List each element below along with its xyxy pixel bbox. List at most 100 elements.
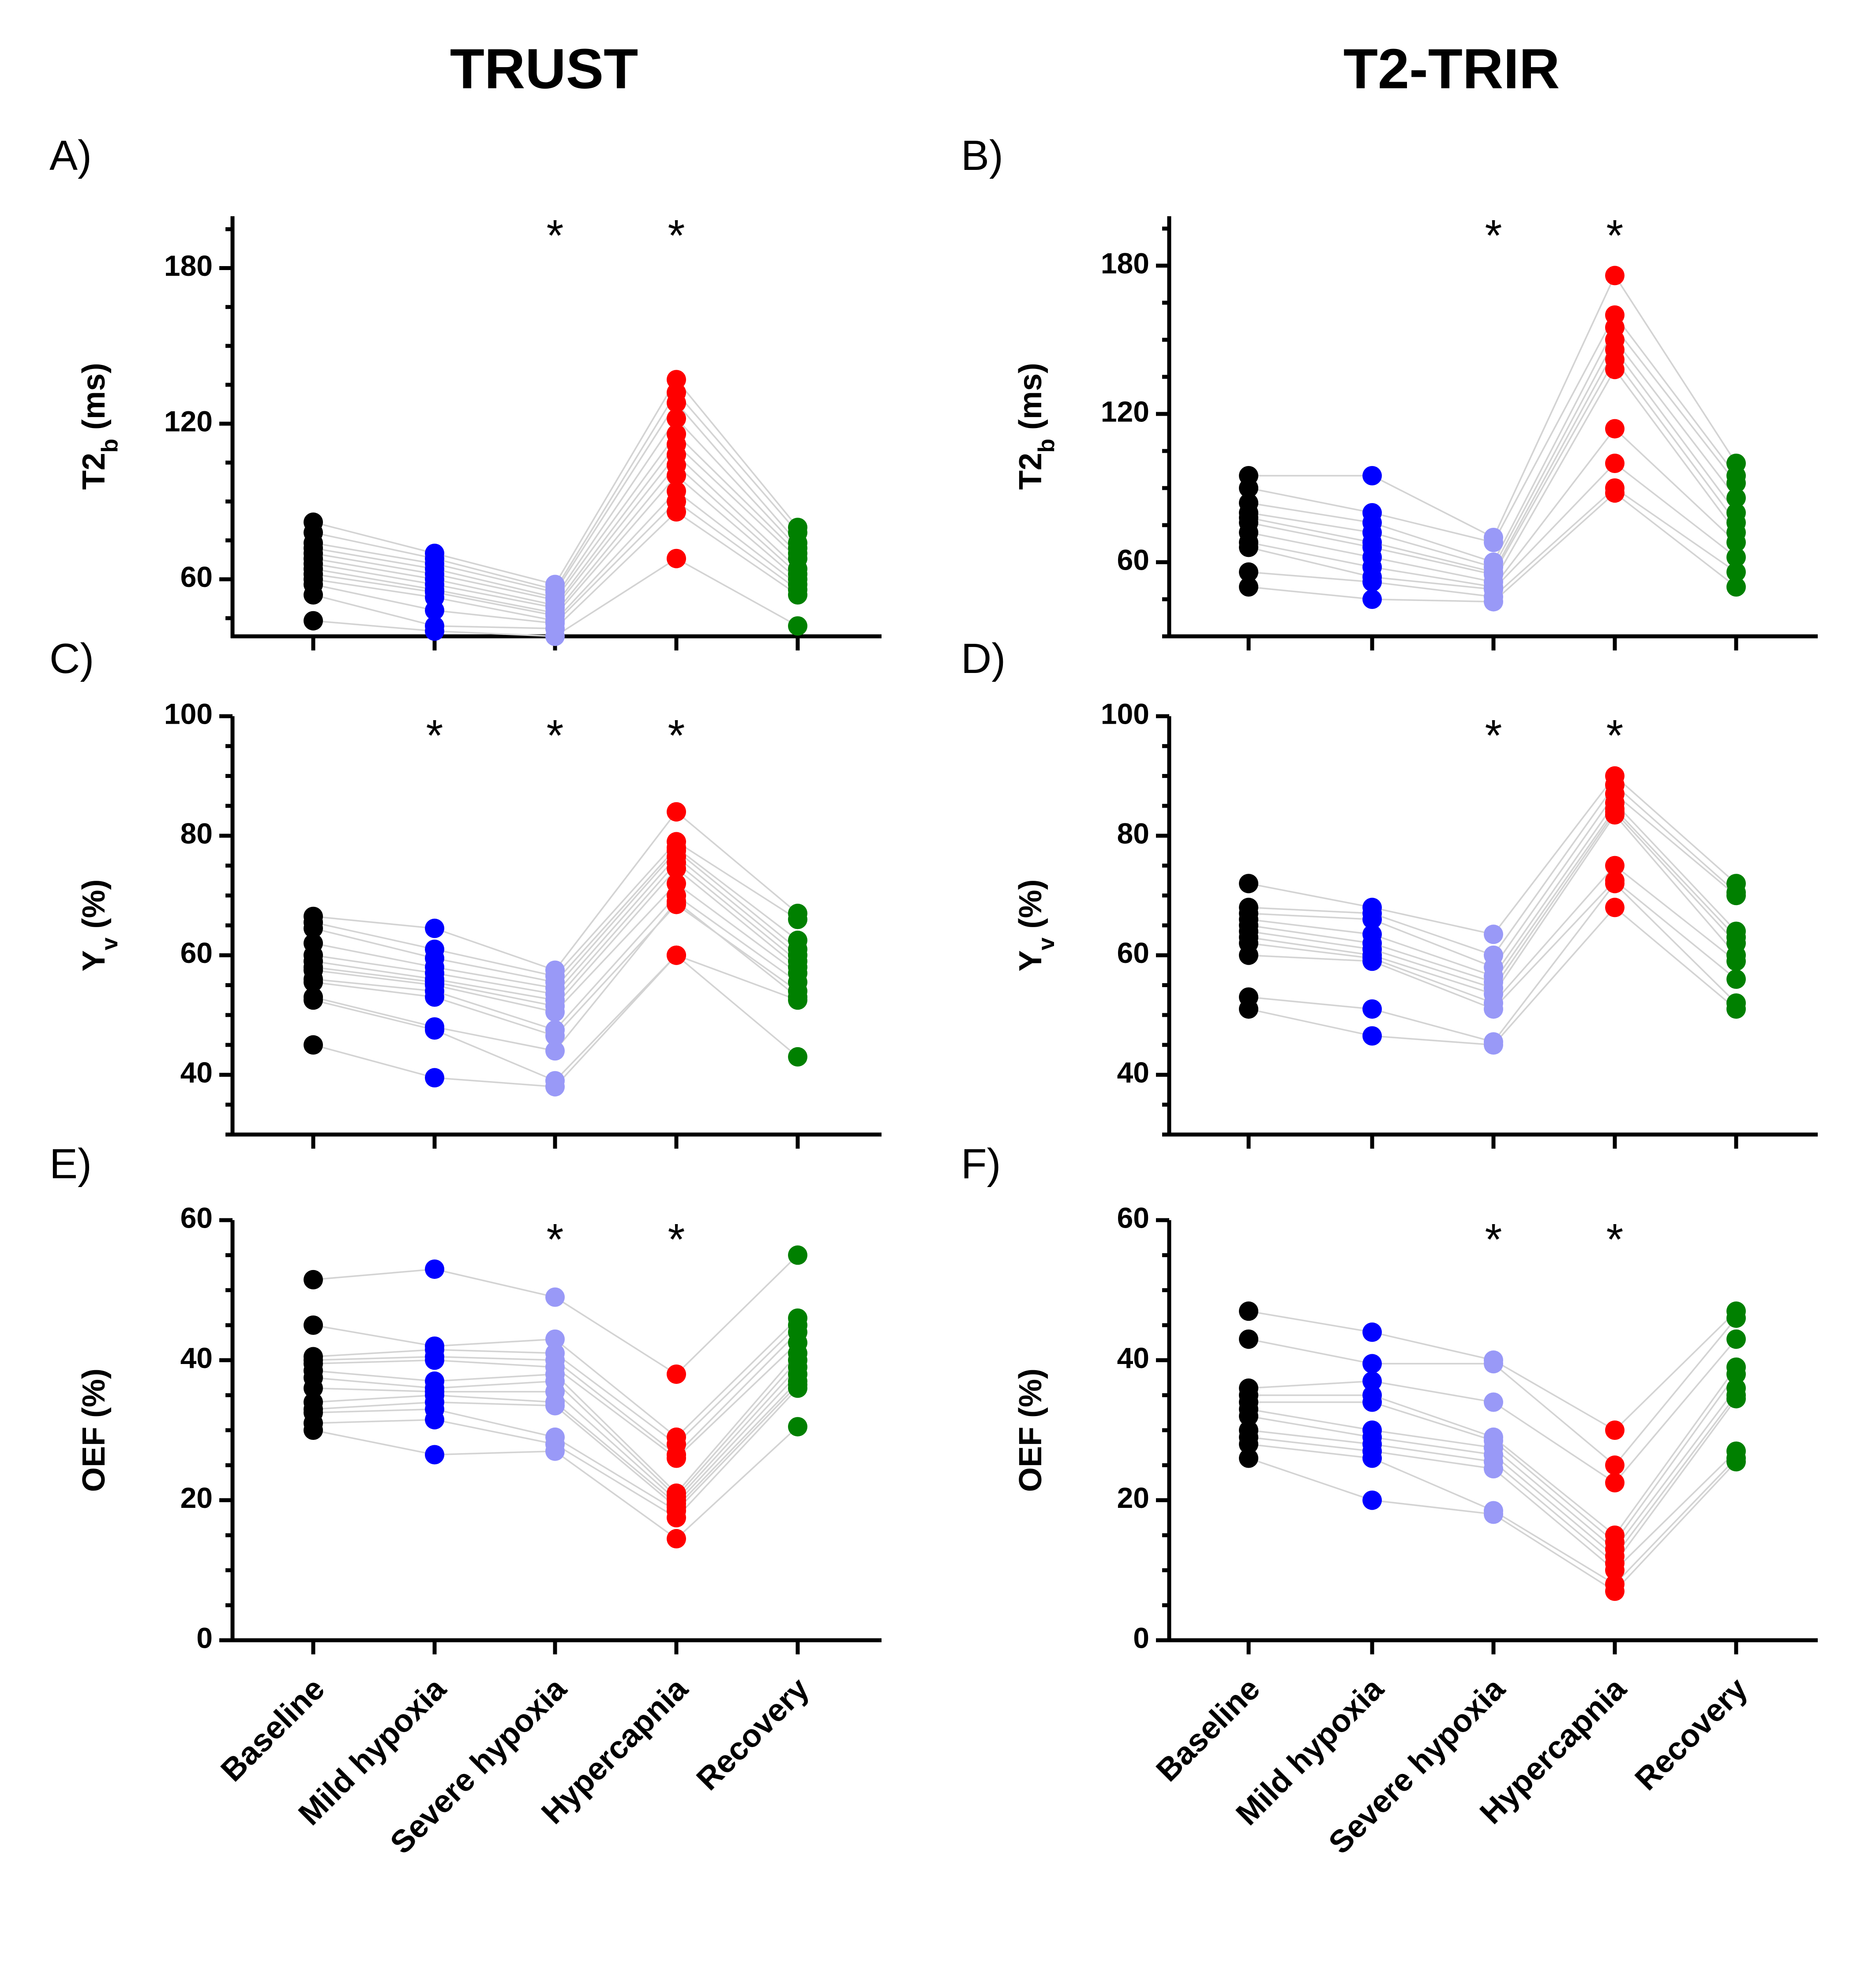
data-point-hypercapnia xyxy=(1605,419,1625,439)
data-point-hypercapnia xyxy=(667,549,686,568)
panel-letter: F) xyxy=(961,1140,1001,1187)
y-tick-label: 40 xyxy=(180,1341,213,1374)
y-tick-label: 120 xyxy=(1101,395,1149,428)
data-point-hypercapnia xyxy=(667,802,686,822)
data-point-hypercapnia xyxy=(667,859,686,879)
data-point-severe-hypoxia xyxy=(1484,1354,1503,1374)
significance-star: * xyxy=(547,711,564,760)
significance-star: * xyxy=(1485,211,1502,260)
data-point-severe-hypoxia xyxy=(545,1002,565,1022)
data-point-baseline xyxy=(1239,999,1258,1019)
data-point-mild-hypoxia xyxy=(1362,1490,1382,1510)
significance-star: * xyxy=(668,711,685,760)
data-point-severe-hypoxia xyxy=(1484,1459,1503,1479)
y-tick-label: 60 xyxy=(180,1201,213,1234)
significance-star: * xyxy=(1606,1215,1624,1264)
data-point-mild-hypoxia xyxy=(425,1259,444,1279)
data-point-baseline xyxy=(1239,1406,1258,1426)
y-tick-label: 40 xyxy=(180,1056,213,1089)
significance-star: * xyxy=(547,211,564,260)
subject-connector xyxy=(1248,1398,1737,1565)
y-axis-label-unit: (%) xyxy=(76,879,112,938)
data-point-recovery xyxy=(788,1245,807,1265)
data-point-recovery xyxy=(788,909,807,929)
y-tick-label: 60 xyxy=(180,560,213,593)
data-point-baseline xyxy=(1239,874,1258,894)
data-point-recovery xyxy=(788,1047,807,1067)
data-point-hypercapnia xyxy=(1605,874,1625,894)
data-point-hypercapnia xyxy=(667,409,686,428)
data-point-mild-hypoxia xyxy=(1362,466,1382,485)
data-point-mild-hypoxia xyxy=(1362,1371,1382,1391)
data-point-recovery xyxy=(1726,999,1746,1019)
data-point-hypercapnia xyxy=(1605,1581,1625,1601)
data-point-hypercapnia xyxy=(1605,266,1625,286)
data-point-hypercapnia xyxy=(667,466,686,485)
y-tick-label: 60 xyxy=(1117,936,1149,969)
data-point-baseline xyxy=(304,972,323,992)
y-axis-label-main: OEF (%) xyxy=(1013,1368,1048,1492)
data-point-hypercapnia xyxy=(1605,898,1625,917)
data-point-hypercapnia xyxy=(1605,805,1625,825)
data-point-baseline xyxy=(1239,1301,1258,1321)
subject-connector xyxy=(1249,274,1737,539)
data-point-severe-hypoxia xyxy=(545,1026,565,1046)
y-tick-label: 20 xyxy=(180,1481,213,1514)
data-point-mild-hypoxia xyxy=(1362,1448,1382,1468)
data-point-baseline xyxy=(1239,537,1258,557)
data-point-severe-hypoxia xyxy=(1484,592,1503,612)
panel-b: B) 60 120 180 T2b (ms) * * xyxy=(961,132,1818,650)
x-category-label: Recovery xyxy=(1628,1671,1754,1797)
data-point-baseline xyxy=(1239,478,1258,498)
y-axis-label-unit: (ms) xyxy=(76,363,112,439)
y-tick-label: 0 xyxy=(196,1621,213,1654)
data-point-baseline xyxy=(304,1035,323,1055)
data-point-severe-hypoxia xyxy=(1484,924,1503,944)
data-point-severe-hypoxia xyxy=(1484,999,1503,1019)
data-point-mild-hypoxia xyxy=(425,1445,444,1465)
panel-a: A) 60 120 180 T2b (ms) * * xyxy=(49,132,882,650)
data-point-hypercapnia xyxy=(667,1364,686,1384)
data-point-mild-hypoxia xyxy=(425,1410,444,1430)
x-category-label: Recovery xyxy=(690,1671,816,1797)
y-axis-label: T2b (ms) xyxy=(1013,363,1059,490)
data-point-baseline xyxy=(304,918,323,938)
data-point-hypercapnia xyxy=(667,393,686,413)
data-point-recovery xyxy=(1726,1452,1746,1472)
y-tick-label: 60 xyxy=(180,936,213,969)
data-point-severe-hypoxia xyxy=(1484,1035,1503,1055)
data-point-baseline xyxy=(1239,577,1258,597)
data-point-mild-hypoxia xyxy=(425,601,444,620)
y-axis-label-sub: b xyxy=(1034,439,1059,453)
data-point-hypercapnia xyxy=(1605,1473,1625,1492)
data-point-mild-hypoxia xyxy=(1362,999,1382,1019)
data-point-recovery xyxy=(788,1417,807,1437)
data-point-hypercapnia xyxy=(1605,454,1625,473)
data-point-baseline xyxy=(304,1315,323,1335)
data-point-hypercapnia xyxy=(1605,856,1625,876)
significance-star: * xyxy=(1606,711,1624,760)
data-point-recovery xyxy=(1726,1308,1746,1328)
y-axis-label-sub: b xyxy=(97,439,123,453)
data-point-mild-hypoxia xyxy=(1362,1392,1382,1412)
data-point-severe-hypoxia xyxy=(545,1396,565,1416)
data-point-mild-hypoxia xyxy=(425,918,444,938)
y-axis-label-main: Y xyxy=(1013,950,1048,971)
data-point-recovery xyxy=(1726,969,1746,989)
y-axis-label: OEF (%) xyxy=(1013,1368,1048,1492)
y-axis-label: Yv (%) xyxy=(1013,879,1059,972)
data-point-mild-hypoxia xyxy=(1362,590,1382,609)
data-point-hypercapnia xyxy=(1605,1420,1625,1440)
data-point-recovery xyxy=(788,990,807,1010)
data-point-hypercapnia xyxy=(667,1448,686,1468)
data-point-severe-hypoxia xyxy=(1484,533,1503,552)
panel-d: D) 40 60 80 100 Yv (%) * * xyxy=(961,635,1818,1149)
significance-star: * xyxy=(1485,1215,1502,1264)
data-point-hypercapnia xyxy=(667,1529,686,1548)
data-point-recovery xyxy=(1726,488,1746,508)
panel-c: C) 40 60 80 100 Yv (%) * * * xyxy=(49,635,882,1149)
data-point-baseline xyxy=(304,585,323,605)
